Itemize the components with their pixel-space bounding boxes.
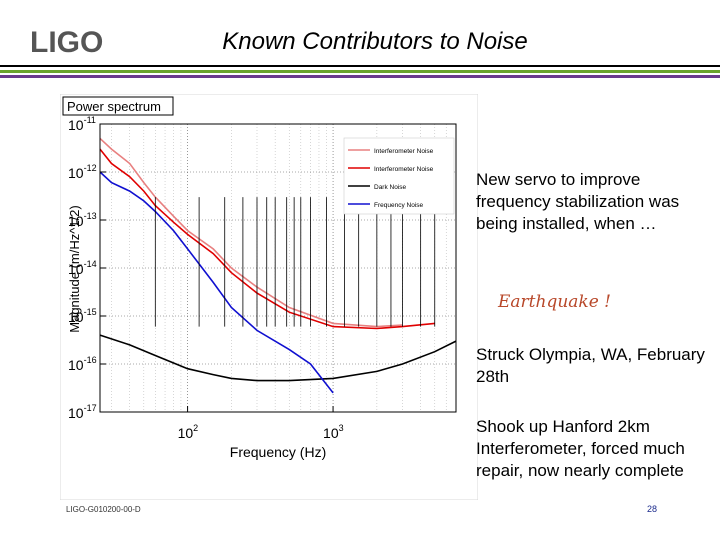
y-tick-label: 10-12 (68, 163, 97, 181)
legend-label: Frequency Noise (374, 202, 424, 209)
y-tick-label: 10-17 (68, 403, 97, 421)
document-id: LIGO-G010200-00-D (66, 505, 141, 514)
chart-title-box (62, 96, 174, 116)
struck-text: Struck Olympia, WA, February 28th (476, 345, 705, 386)
legend-label: Interferometer Noise (374, 148, 434, 155)
y-tick-label: 10-14 (68, 259, 97, 277)
y-tick-label: 10-15 (68, 307, 97, 325)
y-tick-label: 10-16 (68, 355, 97, 373)
x-axis-label: Frequency (Hz) (230, 444, 326, 460)
y-tick-label: 10-11 (68, 115, 96, 133)
legend-label: Dark Noise (374, 184, 407, 191)
series-line-3 (99, 334, 457, 382)
legend-label: Interferometer Noise (374, 166, 434, 173)
slide-title: Known Contributors to Noise (222, 28, 528, 55)
series-line-1 (99, 137, 403, 328)
x-tick-label: 103 (323, 423, 344, 441)
logo-text: LIGO (30, 26, 103, 59)
series-line-4 (99, 171, 334, 394)
servo-text: New servo to improve frequency stabiliza… (476, 170, 680, 233)
header-rule-green (0, 70, 720, 73)
page-number: 28 (647, 504, 658, 514)
series-line-2 (99, 148, 435, 330)
chart-title: Power spectrum (67, 99, 161, 114)
shook-text: Shook up Hanford 2km Interferometer, for… (476, 417, 685, 480)
y-tick-label: 10-13 (68, 211, 97, 229)
ligo-logo: LIGO (30, 26, 103, 59)
power-spectrum-chart: Power spectrum 10-11 10-12 10-13 10-14 10-15… (60, 94, 478, 500)
y-axis-label: Magnitude (m/Hz^1/2) (67, 205, 82, 332)
earthquake-text: Earthquake ! (498, 292, 612, 312)
header-rule-black (0, 65, 720, 67)
x-tick-label: 102 (178, 423, 199, 441)
header-rule-purple (0, 75, 720, 78)
